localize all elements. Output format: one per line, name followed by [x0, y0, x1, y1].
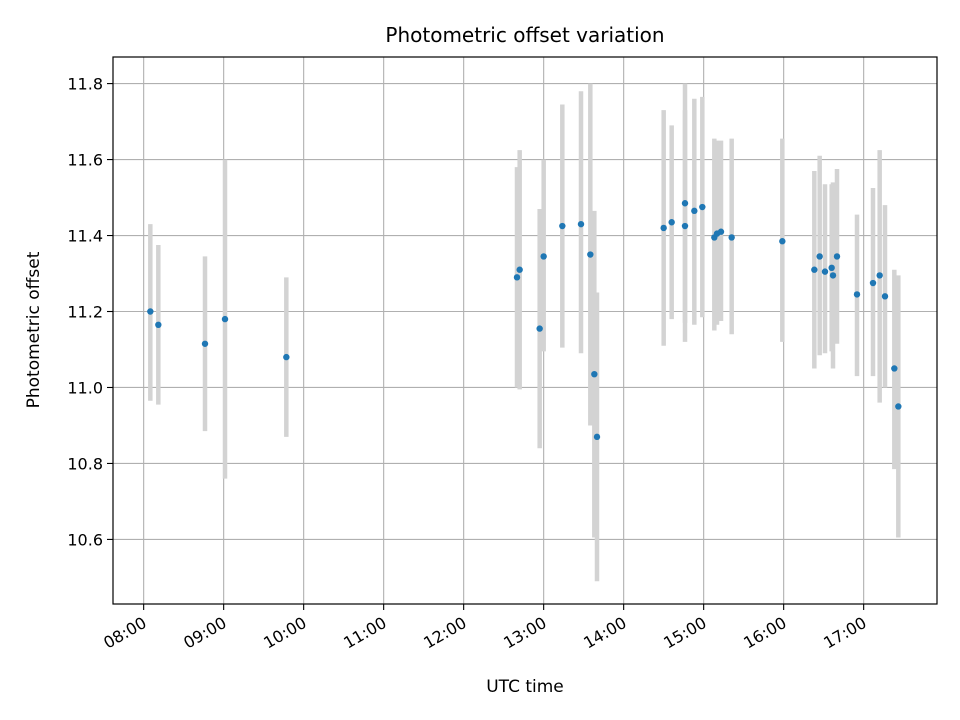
- data-point: [660, 224, 667, 232]
- y-tick-label: 11.4: [67, 227, 103, 246]
- data-point: [895, 403, 902, 410]
- data-point: [717, 228, 725, 235]
- data-point: [587, 251, 594, 258]
- data-point: [828, 264, 835, 272]
- data-point: [691, 207, 698, 215]
- x-tick-label: 09:00: [180, 613, 229, 653]
- error-bars: [148, 83, 901, 582]
- data-point: [779, 238, 786, 245]
- x-tick-label: 08:00: [100, 613, 149, 653]
- y-tick-label: 11.2: [67, 303, 103, 322]
- data-point: [821, 268, 829, 275]
- plot-frame: [112, 56, 938, 605]
- data-point: [516, 266, 523, 273]
- x-tick-label: 10:00: [260, 613, 309, 653]
- data-point: [881, 293, 889, 300]
- data-point: [536, 325, 543, 332]
- data-point: [876, 272, 883, 279]
- y-tick-label: 11.6: [67, 151, 103, 170]
- data-point: [681, 200, 689, 207]
- data-point: [147, 308, 154, 315]
- data-point: [829, 272, 837, 279]
- data-point: [201, 340, 209, 347]
- y-tick-label: 11.0: [67, 378, 103, 397]
- data-point: [559, 222, 566, 230]
- x-tick-label: 16:00: [740, 613, 789, 653]
- x-axis-title: UTC time: [486, 677, 564, 697]
- data-point: [513, 274, 521, 281]
- x-tick-label: 14:00: [580, 613, 629, 653]
- y-tick-label: 10.6: [67, 530, 103, 549]
- data-point: [869, 279, 877, 287]
- data-point: [816, 253, 823, 260]
- data-point: [155, 321, 162, 329]
- data-points: [147, 200, 902, 441]
- data-point: [681, 222, 689, 230]
- data-point: [591, 370, 598, 378]
- x-tick-label: 11:00: [340, 613, 389, 653]
- data-point: [728, 234, 735, 241]
- y-axis-title: Photometric offset: [24, 251, 44, 408]
- data-point: [577, 220, 585, 228]
- x-tick-label: 15:00: [660, 613, 709, 653]
- chart-title: Photometric offset variation: [385, 23, 664, 47]
- y-tick-label: 10.8: [67, 454, 103, 473]
- data-point: [833, 253, 841, 260]
- x-tick-label: 13:00: [500, 613, 549, 653]
- x-tick-label: 17:00: [820, 613, 869, 653]
- axis-ticks: 08:00 09:00 10:00 11:00 12:00 13:00 14:00 15:00…: [67, 75, 869, 653]
- data-point: [668, 219, 675, 226]
- data-point: [283, 353, 290, 361]
- data-point: [891, 365, 898, 372]
- y-tick-label: 11.8: [67, 75, 103, 94]
- data-point: [221, 315, 229, 323]
- data-point: [853, 291, 861, 298]
- data-point: [811, 266, 818, 273]
- data-point: [593, 433, 601, 441]
- data-point: [699, 203, 706, 211]
- data-point: [540, 253, 547, 260]
- x-tick-label: 12:00: [420, 613, 469, 653]
